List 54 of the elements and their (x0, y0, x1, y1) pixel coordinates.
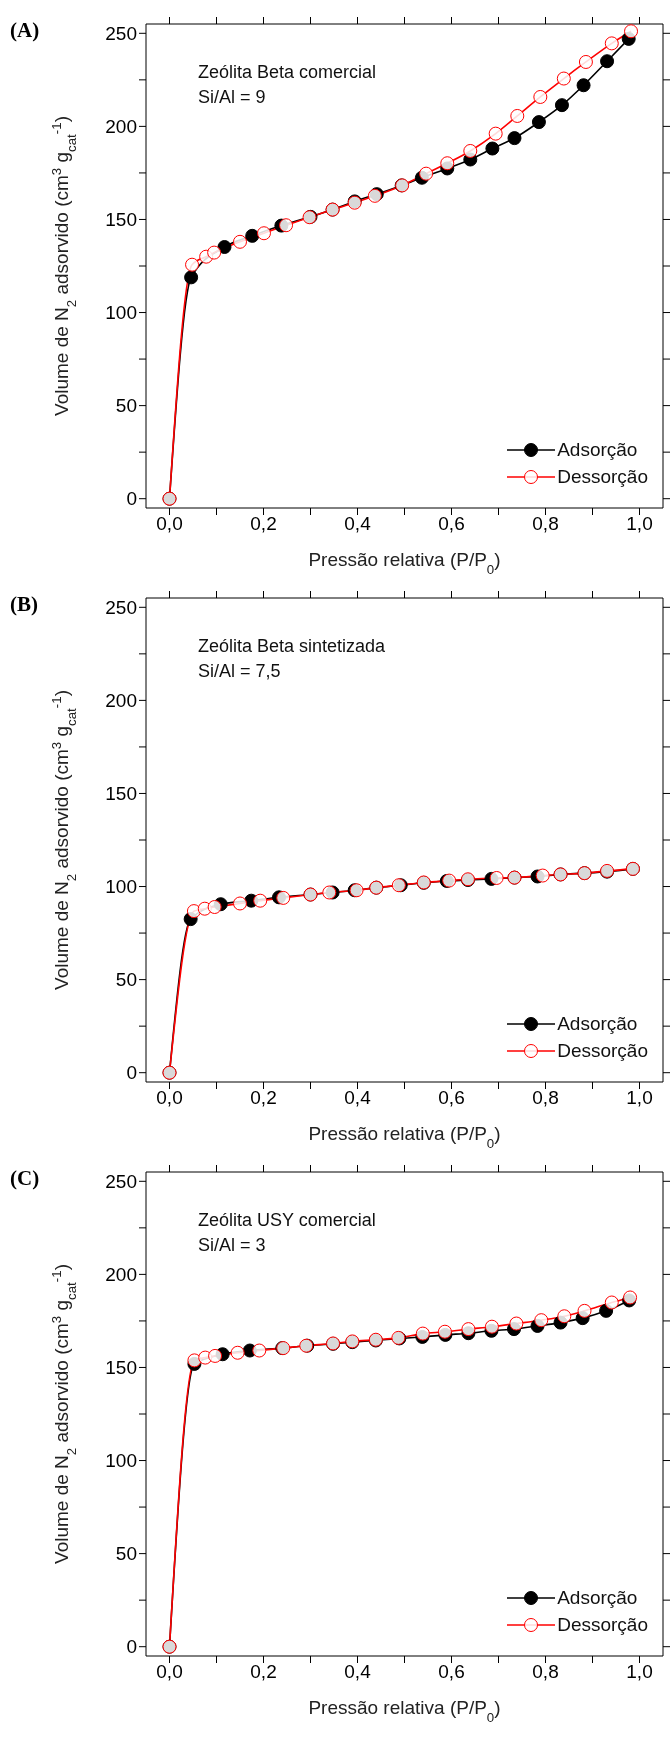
x-axis-title: Pressão relativa (P/P$_{0}$) (308, 549, 501, 577)
y-tick-label: 0 (126, 1062, 137, 1084)
x-tick-label: 0,2 (250, 1661, 277, 1683)
x-axis-title: Pressão relativa (P/P$_{0}$) (308, 1697, 501, 1725)
legend-label: Dessorção (557, 1039, 648, 1062)
y-tick-label: 200 (105, 1264, 137, 1286)
y-tick-label: 100 (105, 302, 137, 324)
legend-label: Dessorção (557, 465, 648, 488)
x-tick-label: 0,6 (438, 1087, 465, 1109)
y-tick-label: 100 (105, 1450, 137, 1472)
x-tick-label: 0,4 (344, 1661, 372, 1683)
y-tick-label: 50 (115, 1543, 137, 1565)
y-tick-label: 0 (126, 488, 137, 510)
x-tick-label: 0,4 (344, 1087, 372, 1109)
annotation: Si/Al = 3 (198, 1234, 267, 1257)
annotation: Zeólita USY comercial (198, 1209, 376, 1232)
x-tick-label: 1,0 (626, 1087, 653, 1109)
x-tick-label: 0,0 (156, 513, 183, 535)
x-tick-label: 0,8 (532, 1087, 559, 1109)
x-tick-label: 0,4 (344, 513, 372, 535)
x-tick-label: 1,0 (626, 1661, 653, 1683)
legend-label: Adsorção (557, 1586, 638, 1609)
x-tick-label: 0,0 (156, 1661, 183, 1683)
annotation: Si/Al = 7,5 (198, 660, 282, 683)
y-tick-label: 150 (105, 1357, 137, 1379)
legend-label: Adsorção (557, 438, 638, 461)
x-tick-label: 1,0 (626, 513, 653, 535)
x-tick-label: 0,2 (250, 513, 277, 535)
y-tick-label: 200 (105, 690, 137, 712)
y-tick-label: 150 (105, 783, 137, 805)
x-tick-label: 0,2 (250, 1087, 277, 1109)
y-tick-label: 250 (105, 23, 137, 45)
y-tick-label: 50 (115, 395, 137, 417)
y-tick-label: 150 (105, 209, 137, 231)
y-tick-label: 100 (105, 876, 137, 898)
x-tick-label: 0,8 (532, 1661, 559, 1683)
x-tick-label: 0,6 (438, 513, 465, 535)
y-tick-label: 250 (105, 1171, 137, 1193)
x-axis-title: Pressão relativa (P/P$_{0}$) (308, 1123, 501, 1151)
legend-label: Adsorção (557, 1012, 638, 1035)
y-tick-label: 50 (115, 969, 137, 991)
legend-label: Dessorção (557, 1613, 648, 1636)
annotation: Si/Al = 9 (198, 86, 267, 109)
chart-title: (C) (10, 1166, 40, 1191)
x-tick-label: 0,6 (438, 1661, 465, 1683)
chart-title: (A) (10, 18, 40, 43)
annotation: Zeólita Beta sintetizada (198, 635, 386, 658)
chart-title: (B) (10, 592, 38, 617)
y-tick-label: 0 (126, 1636, 137, 1658)
y-tick-label: 200 (105, 116, 137, 138)
x-tick-label: 0,0 (156, 1087, 183, 1109)
x-tick-label: 0,8 (532, 513, 559, 535)
annotation: Zeólita Beta comercial (198, 61, 377, 84)
y-tick-label: 250 (105, 597, 137, 619)
